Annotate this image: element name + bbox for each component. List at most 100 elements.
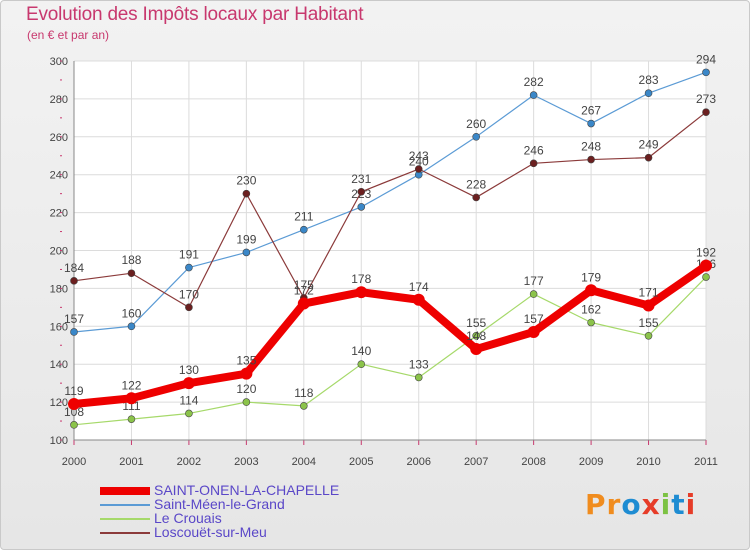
x-tick-label: 2001 <box>119 456 143 468</box>
data-label: 175 <box>294 278 314 292</box>
data-label: 243 <box>409 149 429 163</box>
data-label: 179 <box>581 270 601 284</box>
x-tick-label: 2009 <box>579 456 603 468</box>
data-label: 228 <box>466 177 486 191</box>
data-point <box>357 203 366 211</box>
data-label: 184 <box>64 261 84 275</box>
legend-item: Loscouët-sur-Meu <box>100 524 400 540</box>
x-tick-label: 2010 <box>636 456 660 468</box>
data-point <box>414 373 423 382</box>
data-label: 170 <box>179 287 199 301</box>
data-point <box>529 91 538 99</box>
data-point <box>70 328 78 336</box>
data-label: 249 <box>639 138 659 152</box>
data-point <box>644 153 653 162</box>
x-tick-label: 2002 <box>177 456 201 468</box>
x-tick-label: 2011 <box>694 456 718 468</box>
data-label: 118 <box>294 386 313 400</box>
data-point <box>414 165 423 173</box>
legend-label: SAINT-ONEN-LA-CHAPELLE <box>154 482 340 498</box>
data-label: 231 <box>351 172 371 186</box>
logo-letter: i <box>685 488 697 521</box>
y-tick-label: 240 <box>50 170 68 182</box>
data-label: 171 <box>639 285 659 299</box>
x-tick-label: 2006 <box>406 456 430 468</box>
data-point <box>127 269 136 278</box>
y-tick-label: 100 <box>50 435 68 447</box>
data-label: 188 <box>121 253 141 267</box>
legend-item: Le Crouais <box>100 510 400 526</box>
data-point <box>68 397 80 410</box>
data-label: 282 <box>524 75 544 89</box>
legend-item: SAINT-ONEN-LA-CHAPELLE <box>100 482 400 498</box>
data-point <box>242 189 251 198</box>
data-point <box>357 187 366 196</box>
data-point <box>702 108 710 116</box>
data-point <box>300 402 308 410</box>
y-tick-label: 280 <box>50 94 68 106</box>
data-point <box>242 398 251 406</box>
data-label: 191 <box>179 248 199 262</box>
data-label: 240 <box>409 155 429 169</box>
data-point <box>125 392 138 405</box>
data-label: 192 <box>696 246 716 260</box>
y-tick-label: 160 <box>50 321 68 333</box>
logo-letter: o <box>621 488 642 521</box>
legend-swatch <box>100 487 150 495</box>
data-point <box>70 277 78 285</box>
line-chart: 100 120 140 160 180 200 220 240 260 280 300 2000 200… <box>50 52 718 468</box>
data-point <box>185 409 193 418</box>
data-label: 178 <box>351 272 371 286</box>
data-point <box>702 68 710 77</box>
data-label: 148 <box>466 329 486 343</box>
data-point <box>240 367 253 380</box>
series-line <box>70 261 710 408</box>
data-point <box>702 273 710 281</box>
series-line <box>73 276 707 426</box>
legend-label: Saint-Méen-le-Grand <box>154 496 285 512</box>
data-label: 157 <box>524 312 544 326</box>
data-label: 172 <box>294 284 314 298</box>
data-label: 160 <box>121 306 141 320</box>
data-point <box>472 133 480 141</box>
data-point <box>355 286 368 299</box>
data-point <box>470 343 483 356</box>
data-point <box>587 119 595 128</box>
logo-letter: x <box>641 488 661 521</box>
data-label: 155 <box>466 316 486 330</box>
x-tick-label: 2003 <box>234 456 258 468</box>
data-label: 122 <box>121 378 141 392</box>
data-label: 162 <box>581 303 601 317</box>
data-point <box>587 155 595 164</box>
data-point <box>412 293 425 306</box>
y-tick-label: 200 <box>50 246 68 258</box>
y-tick-label: 220 <box>50 208 68 220</box>
data-label: 155 <box>639 316 659 330</box>
data-label: 108 <box>64 405 84 419</box>
data-point <box>527 325 540 338</box>
legend-label: Le Crouais <box>154 510 222 526</box>
x-tick-label: 2007 <box>464 456 488 468</box>
data-label: 130 <box>179 363 199 377</box>
logo-letter: P <box>585 488 607 521</box>
data-point <box>70 421 78 429</box>
data-label: 267 <box>581 104 601 118</box>
data-point <box>242 248 251 257</box>
data-label: 177 <box>524 274 544 288</box>
data-label: 273 <box>696 92 716 106</box>
chart-subtitle: (en € et par an) <box>27 28 110 42</box>
data-label: 246 <box>524 143 544 157</box>
data-label: 294 <box>696 52 716 66</box>
legend-swatch <box>100 532 150 534</box>
data-label: 230 <box>236 174 256 188</box>
data-point <box>700 259 712 272</box>
data-label: 119 <box>64 384 83 398</box>
data-point <box>357 360 366 369</box>
y-tick-label: 180 <box>50 283 68 295</box>
data-point <box>587 318 595 327</box>
legend-swatch <box>100 518 150 520</box>
legend-item: Saint-Méen-le-Grand <box>100 496 400 512</box>
logo-letter: r <box>606 488 622 521</box>
data-point <box>185 263 193 272</box>
data-label: 211 <box>294 210 313 224</box>
